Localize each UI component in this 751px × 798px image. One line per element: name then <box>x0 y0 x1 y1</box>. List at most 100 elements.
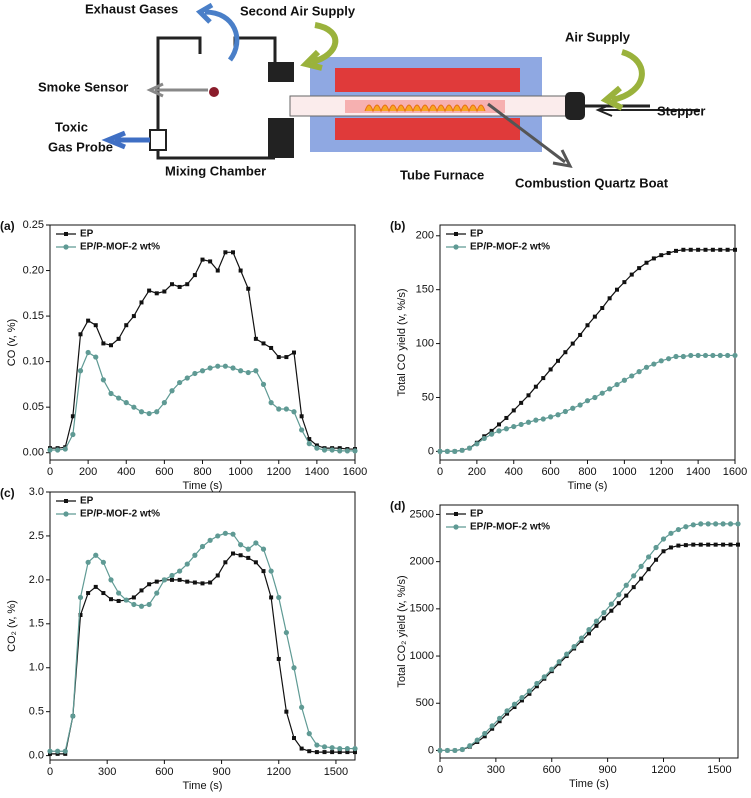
marker <box>154 291 159 296</box>
marker <box>720 521 726 527</box>
marker <box>86 318 91 323</box>
marker <box>674 248 678 253</box>
marker <box>192 552 198 558</box>
legend-label: EP/P-MOF-2 wt% <box>80 509 160 520</box>
marker <box>688 247 693 252</box>
marker <box>246 286 251 291</box>
marker <box>519 694 525 701</box>
marker <box>93 584 98 589</box>
marker <box>215 573 220 578</box>
marker <box>683 543 688 548</box>
marker <box>199 368 206 374</box>
marker <box>307 749 312 754</box>
legend-marker <box>453 524 459 530</box>
marker <box>109 343 113 348</box>
marker <box>736 542 740 547</box>
marker <box>459 447 465 453</box>
y-tick-label: 2000 <box>410 556 434 568</box>
marker <box>607 296 612 301</box>
chamber-block <box>268 118 294 158</box>
marker <box>594 623 599 628</box>
marker <box>329 447 335 453</box>
marker <box>482 734 487 739</box>
x-tick-label: 600 <box>541 466 559 478</box>
x-axis-label: Time (s) <box>568 480 608 492</box>
marker <box>688 352 694 359</box>
marker <box>284 709 289 714</box>
diagram-label: Smoke Sensor <box>38 79 128 94</box>
marker <box>307 437 312 442</box>
marker <box>131 404 137 410</box>
marker <box>489 431 495 437</box>
marker <box>725 352 731 359</box>
plot-frame <box>439 224 736 461</box>
air-arrow <box>600 49 645 111</box>
marker <box>131 595 136 600</box>
marker <box>154 590 160 596</box>
marker <box>238 553 243 558</box>
marker <box>444 448 450 454</box>
diagram-label: Stepper <box>657 103 705 118</box>
marker <box>549 666 555 672</box>
marker <box>299 427 305 433</box>
legend-marker <box>454 512 458 516</box>
marker <box>215 268 220 273</box>
marker <box>78 613 83 618</box>
marker <box>138 409 145 415</box>
legend-label: EP/P-MOF-2 wt% <box>80 242 160 253</box>
marker <box>77 594 84 601</box>
plot-frame <box>439 504 739 759</box>
marker <box>534 680 540 687</box>
marker <box>732 352 738 359</box>
marker <box>616 601 621 606</box>
marker <box>185 282 190 287</box>
marker <box>563 350 568 355</box>
marker <box>592 394 598 401</box>
marker <box>622 280 627 285</box>
marker <box>299 414 304 419</box>
marker <box>253 368 259 374</box>
marker <box>570 341 575 346</box>
marker <box>276 406 282 412</box>
marker <box>269 345 274 350</box>
marker <box>727 521 734 527</box>
marker <box>668 530 674 536</box>
x-tick-label: 1200 <box>267 466 291 478</box>
marker <box>548 367 553 372</box>
stepper-arrow <box>595 103 700 117</box>
marker <box>654 557 659 562</box>
marker <box>109 597 113 602</box>
marker <box>215 533 221 539</box>
y-tick-label: 1500 <box>410 603 434 615</box>
marker <box>108 577 114 583</box>
marker <box>659 253 664 258</box>
marker <box>208 259 213 264</box>
marker <box>706 542 711 547</box>
marker <box>77 368 84 374</box>
marker <box>474 737 480 743</box>
y-axis-label: CO (v, %) <box>6 319 18 366</box>
diagram-label: Combustion Quartz Boat <box>515 175 669 190</box>
marker <box>207 537 213 543</box>
marker <box>564 651 570 657</box>
marker <box>47 447 53 453</box>
marker <box>55 751 60 756</box>
y-tick-label: 0.5 <box>29 706 44 718</box>
legend-marker <box>63 511 69 517</box>
x-tick-label: 1200 <box>651 764 675 776</box>
diagram-label: Tube Furnace <box>400 167 484 182</box>
x-tick-label: 300 <box>487 764 505 776</box>
y-tick-label: 1.5 <box>29 618 44 630</box>
x-tick-label: 1000 <box>612 466 636 478</box>
panel-label: (b) <box>390 219 405 233</box>
marker <box>245 546 251 552</box>
x-tick-label: 800 <box>578 466 596 478</box>
legend-label: EP/P-MOF-2 wt% <box>470 522 550 533</box>
marker <box>541 674 547 680</box>
y-tick-label: 1.0 <box>29 662 44 674</box>
marker <box>512 705 517 710</box>
marker <box>291 409 297 415</box>
marker <box>337 446 342 451</box>
marker <box>725 247 730 252</box>
